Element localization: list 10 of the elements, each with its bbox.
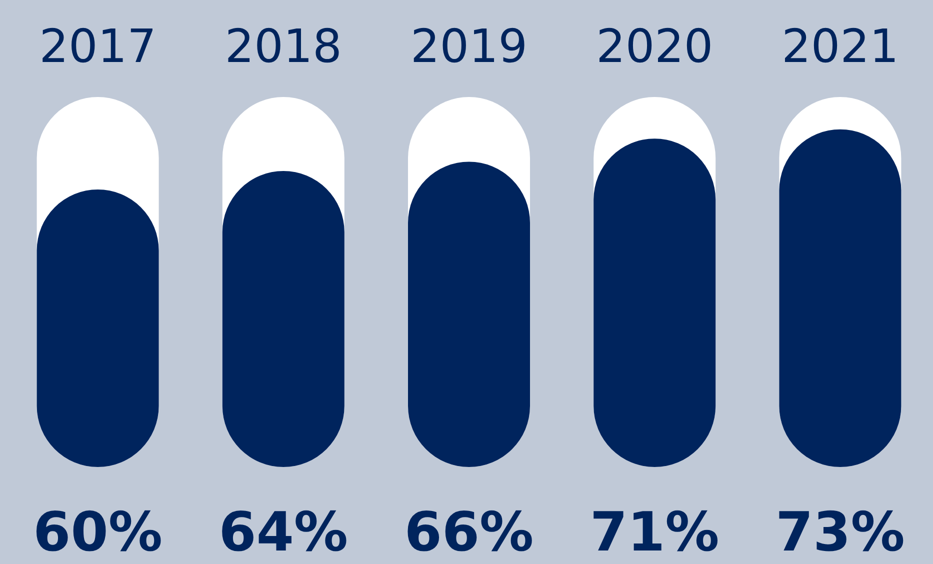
data-label: 64% — [218, 500, 348, 564]
data-label: 71% — [590, 500, 720, 564]
data-label: 73% — [776, 500, 905, 564]
x-tick-label: 2021 — [782, 19, 899, 73]
x-tick-label: 2018 — [224, 19, 342, 73]
data-label: 66% — [404, 500, 534, 564]
x-tick-label: 2020 — [596, 19, 714, 73]
x-tick-label: 2017 — [39, 19, 156, 73]
x-tick-label: 2019 — [410, 19, 528, 73]
data-label: 60% — [33, 500, 162, 564]
